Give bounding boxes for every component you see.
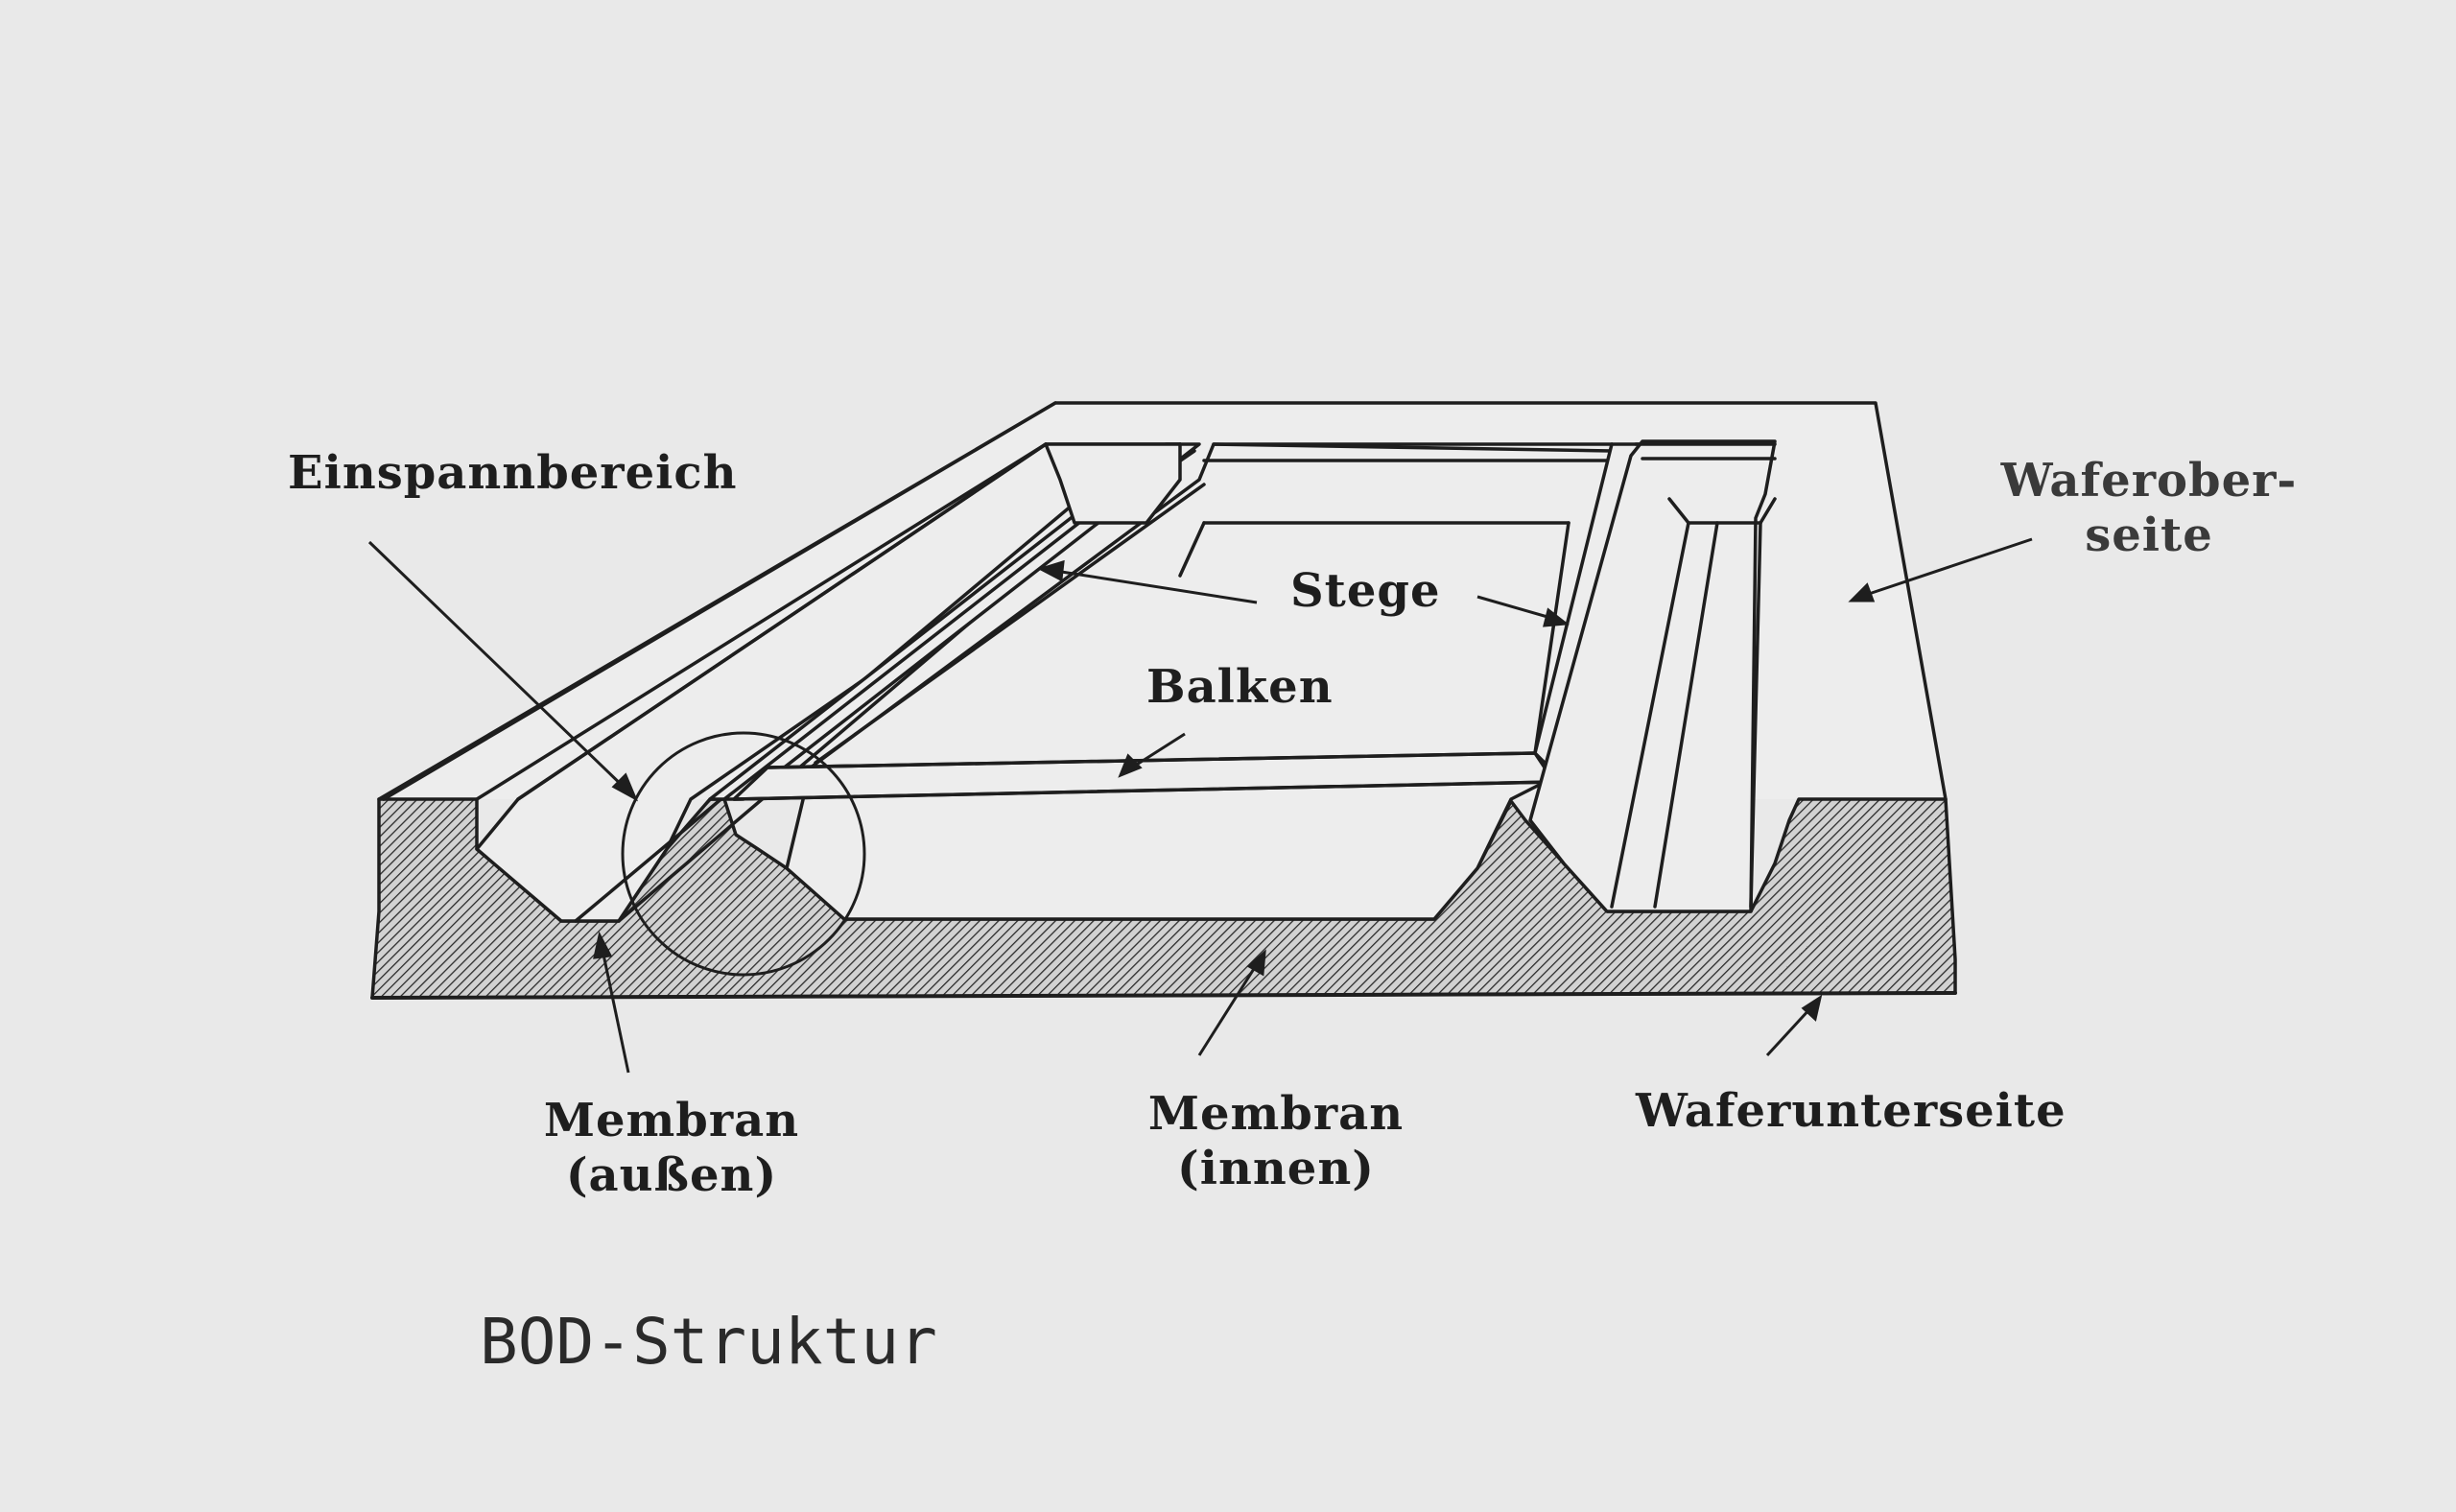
label-membran-innen-line1: Membran	[1113, 1087, 1439, 1142]
label-membran-innen-line2: (innen)	[1113, 1142, 1439, 1196]
label-waferoberseite: Waferober- seite	[1986, 454, 2312, 562]
label-einspannbereich: Einspannbereich	[288, 446, 738, 501]
figure-caption: BOD-Struktur	[480, 1305, 937, 1379]
arrowhead-waferunterseite	[1804, 998, 1820, 1019]
label-balken: Balken	[1146, 660, 1334, 715]
leader-waferunterseite	[1767, 1007, 1811, 1055]
label-stege: Stege	[1290, 564, 1440, 619]
label-waferoberseite-line2: seite	[1986, 508, 2312, 563]
label-membran-aussen: Membran (außen)	[508, 1094, 835, 1202]
label-membran-aussen-line2: (außen)	[508, 1148, 835, 1203]
label-waferoberseite-line1: Waferober-	[1986, 454, 2312, 508]
label-membran-aussen-line1: Membran	[508, 1094, 835, 1148]
label-membran-innen: Membran (innen)	[1113, 1087, 1439, 1195]
label-waferunterseite: Waferunterseite	[1636, 1084, 2066, 1139]
